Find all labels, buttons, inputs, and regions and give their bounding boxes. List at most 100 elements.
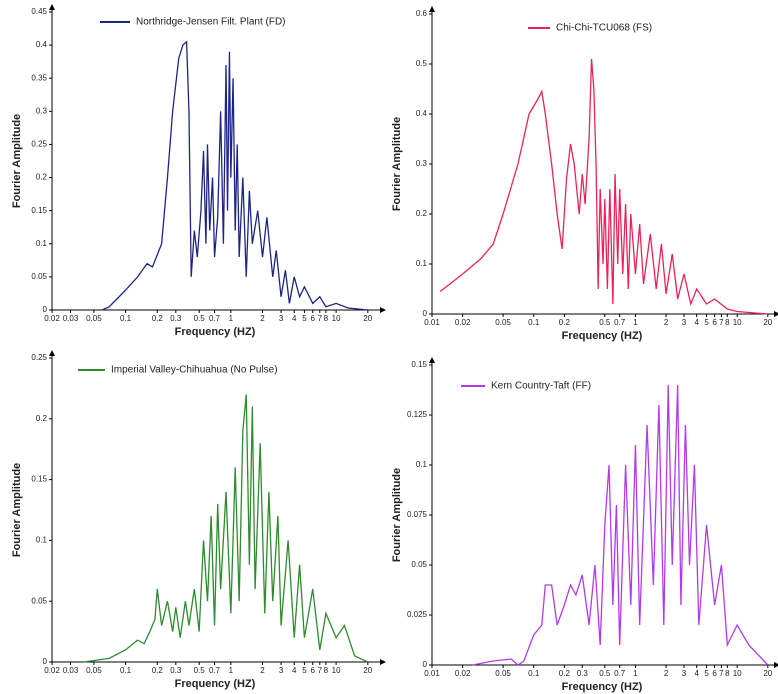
x-tick-label: 1 [633, 669, 638, 678]
x-tick-label: 0.7 [209, 666, 221, 675]
y-tick-label: 0.05 [31, 272, 47, 281]
x-tick-label: 4 [694, 318, 699, 327]
y-axis-title: Fourier Amplitude [11, 463, 23, 557]
x-tick-label: 0.2 [559, 669, 571, 678]
x-tick-label: 0.2 [559, 318, 571, 327]
y-tick-label: 0.35 [31, 73, 47, 82]
x-tick-label: 0.3 [170, 666, 182, 675]
x-tick-label: 0.02 [455, 318, 471, 327]
x-tick-label: 0.05 [495, 669, 511, 678]
x-tick-label: 5 [302, 314, 307, 323]
y-tick-label: 0.4 [416, 109, 428, 118]
x-tick-label: 8 [324, 666, 329, 675]
y-tick-label: 0.25 [31, 140, 47, 149]
x-tick-label: 3 [682, 318, 687, 327]
x-tick-label: 6 [712, 669, 717, 678]
x-tick-label: 1 [633, 318, 638, 327]
x-tick-label: 3 [279, 314, 284, 323]
axis-arrow [429, 6, 435, 12]
x-tick-label: 0.2 [152, 314, 164, 323]
x-tick-label: 0.1 [120, 666, 132, 675]
x-tick-label: 3 [279, 666, 284, 675]
x-axis-title: Frequency (HZ) [175, 326, 256, 338]
x-tick-label: 5 [704, 318, 709, 327]
y-tick-label: 0 [423, 660, 428, 669]
x-tick-label: 8 [725, 669, 730, 678]
data-line [101, 40, 368, 311]
x-tick-label: 1 [229, 666, 234, 675]
y-tick-label: 0.125 [407, 410, 428, 419]
x-tick-label: 0.02 [44, 666, 60, 675]
axis-arrow [774, 662, 778, 668]
x-tick-label: 10 [733, 318, 742, 327]
x-tick-label: 6 [712, 318, 717, 327]
x-tick-label: 0.03 [63, 666, 79, 675]
y-tick-label: 0 [423, 309, 428, 318]
y-axis-title: Fourier Amplitude [391, 117, 403, 211]
x-tick-label: 6 [311, 314, 316, 323]
axis-arrow [380, 307, 386, 313]
y-axis-title: Fourier Amplitude [391, 468, 403, 562]
axis-arrow [774, 311, 778, 317]
x-tick-label: 6 [311, 666, 316, 675]
x-tick-label: 2 [260, 666, 265, 675]
x-tick-label: 0.05 [86, 666, 102, 675]
y-tick-label: 0.15 [411, 360, 427, 369]
x-tick-label: 0.1 [528, 318, 540, 327]
y-tick-label: 0.45 [31, 7, 47, 16]
y-tick-label: 0.1 [36, 536, 48, 545]
y-tick-label: 0.15 [31, 206, 47, 215]
x-tick-label: 8 [725, 318, 730, 327]
y-tick-label: 0.25 [31, 353, 47, 362]
x-tick-label: 0.01 [424, 318, 440, 327]
x-tick-label: 0.05 [495, 318, 511, 327]
x-tick-label: 0.02 [455, 669, 471, 678]
x-axis-title: Frequency (HZ) [562, 330, 643, 342]
x-tick-label: 4 [292, 314, 297, 323]
x-tick-label: 7 [719, 318, 724, 327]
x-tick-label: 8 [324, 314, 329, 323]
y-tick-label: 0.075 [407, 510, 428, 519]
x-tick-label: 0.02 [44, 314, 60, 323]
x-tick-label: 20 [363, 314, 372, 323]
x-tick-label: 0.7 [614, 669, 626, 678]
y-tick-label: 0.1 [416, 259, 428, 268]
x-tick-label: 0.05 [86, 314, 102, 323]
x-tick-label: 10 [733, 669, 742, 678]
x-tick-label: 7 [318, 666, 323, 675]
x-tick-label: 5 [704, 669, 709, 678]
legend-label: Imperial Valley-Chihuahua (No Pulse) [111, 365, 278, 376]
y-tick-label: 0 [43, 657, 48, 666]
x-tick-label: 0.5 [599, 669, 611, 678]
y-tick-label: 0.2 [416, 209, 428, 218]
x-tick-label: 0.01 [424, 669, 440, 678]
x-tick-label: 0.2 [152, 666, 164, 675]
axis-arrow [429, 357, 435, 363]
legend-label: Chi-Chi-TCU068 (FS) [556, 23, 652, 34]
x-tick-label: 4 [694, 669, 699, 678]
x-tick-label: 1 [229, 314, 234, 323]
x-tick-label: 0.3 [170, 314, 182, 323]
data-line [439, 58, 768, 315]
x-tick-label: 2 [664, 669, 669, 678]
x-tick-label: 2 [664, 318, 669, 327]
y-axis-title: Fourier Amplitude [11, 114, 23, 208]
x-tick-label: 2 [260, 314, 265, 323]
x-tick-label: 0.1 [528, 669, 540, 678]
x-tick-label: 0.1 [120, 314, 132, 323]
y-tick-label: 0.1 [36, 239, 48, 248]
legend-label: Kern Country-Taft (FF) [491, 381, 591, 392]
x-tick-label: 20 [763, 318, 772, 327]
x-tick-label: 20 [363, 666, 372, 675]
y-tick-label: 0.05 [411, 560, 427, 569]
x-tick-label: 7 [318, 314, 323, 323]
y-tick-label: 0.3 [416, 159, 428, 168]
y-tick-label: 0.2 [36, 173, 48, 182]
x-tick-label: 20 [763, 669, 772, 678]
y-tick-label: 0.6 [416, 9, 428, 18]
x-tick-label: 10 [332, 666, 341, 675]
legend-label: Northridge-Jensen Filt. Plant (FD) [136, 17, 286, 28]
x-tick-label: 0.7 [614, 318, 626, 327]
x-tick-label: 5 [302, 666, 307, 675]
